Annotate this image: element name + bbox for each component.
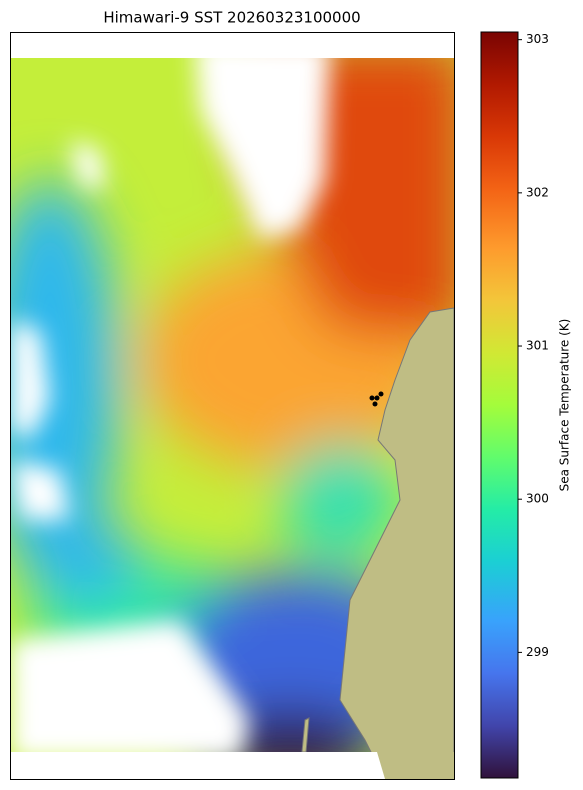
colorbar-tick-label: 302 <box>526 185 549 199</box>
colorbar <box>480 31 519 779</box>
title: Himawari-9 SST 20260323100000 <box>103 9 360 27</box>
colorbar-label: Sea Surface Temperature (K) <box>558 319 572 492</box>
sst-field <box>10 58 454 752</box>
map-frame <box>10 32 455 780</box>
colorbar-tick-label: 303 <box>526 32 549 46</box>
colorbar-tick-label: 300 <box>526 492 549 506</box>
markers <box>369 391 384 407</box>
colorbar-tick-label: 301 <box>526 339 549 353</box>
colorbar-tick-label: 299 <box>526 645 549 659</box>
